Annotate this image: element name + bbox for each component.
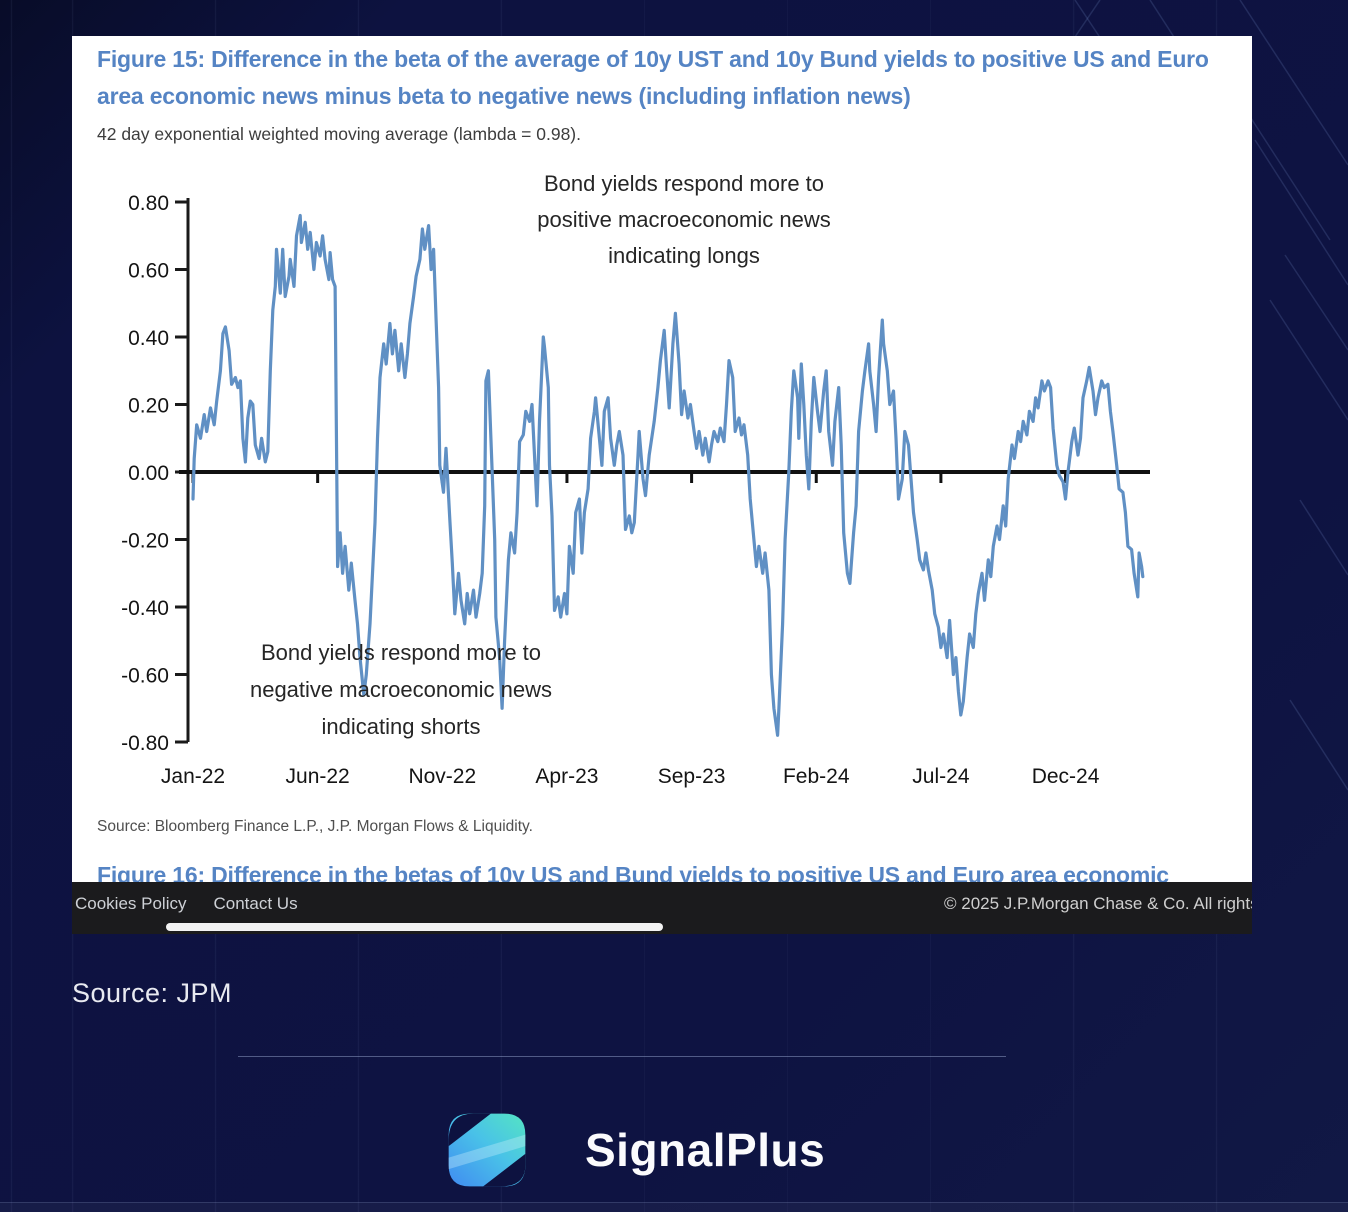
signalplus-brand: SignalPlus [441, 1102, 825, 1198]
annotation-positive-news: Bond yields respond more to positive mac… [537, 171, 831, 268]
svg-text:Jun-22: Jun-22 [286, 765, 350, 788]
signalplus-logo-icon [448, 1113, 526, 1187]
annotation-negative-news: Bond yields respond more to negative mac… [249, 640, 553, 739]
svg-text:Dec-24: Dec-24 [1032, 765, 1100, 788]
svg-text:0.00: 0.00 [128, 462, 169, 485]
jpm-report-card: Figure 15: Difference in the beta of the… [72, 36, 1252, 934]
svg-text:0.80: 0.80 [128, 192, 169, 215]
chart-subtitle: 42 day exponential weighted moving avera… [97, 124, 581, 144]
bottom-divider-line [0, 1202, 1348, 1203]
cookies-policy-link[interactable]: Cookies Policy [75, 894, 187, 913]
signalplus-wordmark: SignalPlus [585, 1124, 826, 1176]
svg-text:0.60: 0.60 [128, 260, 169, 283]
svg-text:Nov-22: Nov-22 [408, 765, 476, 788]
svg-text:0.40: 0.40 [128, 327, 169, 350]
svg-text:-0.60: -0.60 [121, 665, 169, 688]
svg-text:0.20: 0.20 [128, 395, 169, 418]
svg-text:Apr-23: Apr-23 [535, 765, 598, 788]
svg-text:Sep-23: Sep-23 [658, 765, 726, 788]
svg-text:Jan-22: Jan-22 [161, 765, 225, 788]
copyright-text: © 2025 J.P.Morgan Chase & Co. All rights… [944, 894, 1252, 913]
section-divider [238, 1056, 1006, 1057]
figure15-title: Figure 15: Difference in the beta of the… [97, 46, 1209, 109]
chart-source-note: Source: Bloomberg Finance L.P., J.P. Mor… [97, 818, 533, 835]
bottom-band [0, 1203, 1348, 1212]
source-jpm-caption: Source: JPM [72, 978, 233, 1008]
contact-us-link[interactable]: Contact Us [213, 894, 298, 913]
horizontal-scrollbar-thumb[interactable] [166, 923, 663, 931]
footer-links: Cookies Policy Contact Us [75, 882, 298, 926]
jpm-footer-bar: Cookies Policy Contact Us © 2025 J.P.Mor… [72, 882, 1252, 934]
svg-text:-0.40: -0.40 [121, 597, 169, 620]
svg-text:Feb-24: Feb-24 [783, 765, 850, 788]
svg-text:-0.20: -0.20 [121, 530, 169, 553]
svg-text:Jul-24: Jul-24 [912, 765, 970, 788]
svg-text:-0.80: -0.80 [121, 732, 169, 755]
